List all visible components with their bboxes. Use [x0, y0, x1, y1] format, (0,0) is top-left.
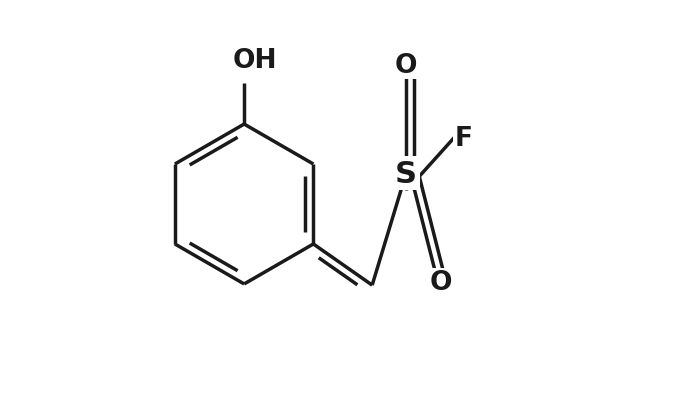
Text: OH: OH: [232, 48, 276, 74]
Text: O: O: [395, 52, 417, 79]
Text: F: F: [454, 126, 473, 152]
Text: O: O: [430, 269, 452, 295]
Text: S: S: [395, 160, 417, 188]
